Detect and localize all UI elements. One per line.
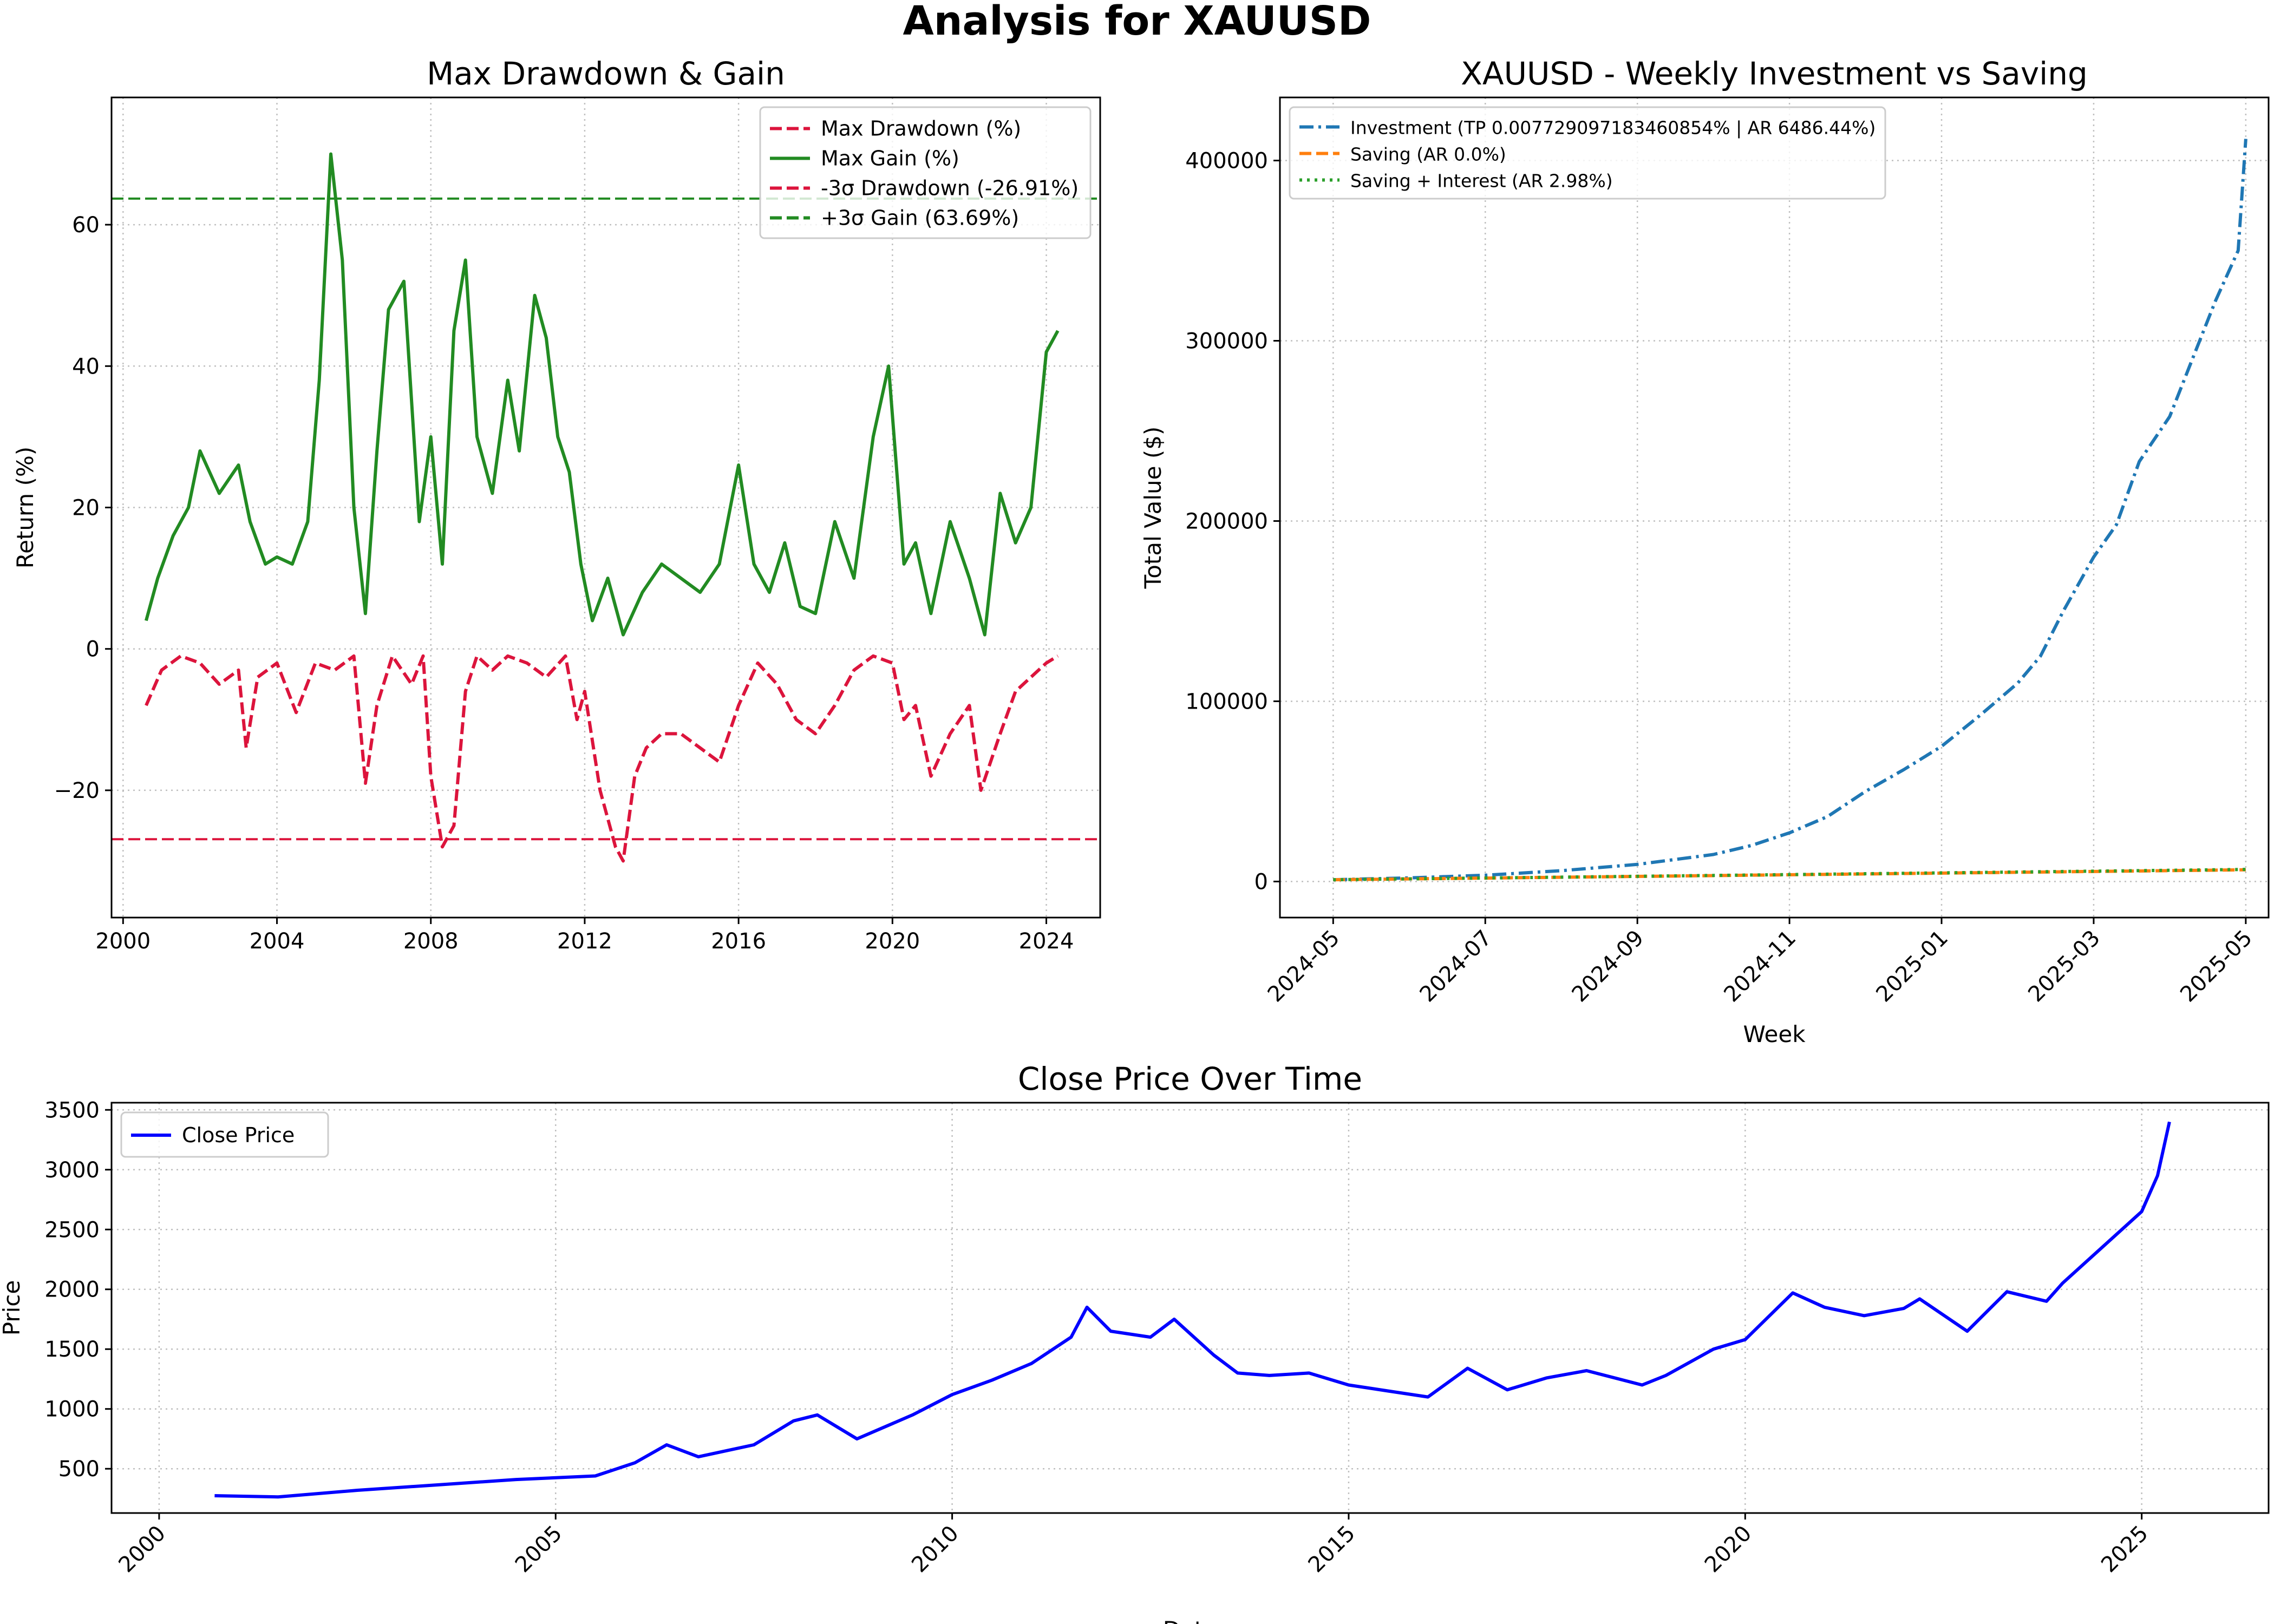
plot-area (1333, 139, 2247, 882)
chart-title: Close Price Over Time (1018, 1060, 1362, 1097)
legend: Investment (TP 0.007729097183460854% | A… (1289, 106, 1886, 200)
legend-label: Investment (TP 0.007729097183460854% | A… (1350, 117, 1876, 139)
legend-label: Max Gain (%) (821, 147, 959, 171)
legend-label: Close Price (182, 1123, 295, 1147)
legend-label: Max Drawdown (%) (821, 117, 1021, 141)
x-tick-label: 2016 (711, 929, 766, 954)
y-axis-label: Total Value ($) (1140, 427, 1166, 590)
x-axis-label: Week (1743, 1021, 1806, 1047)
panel-price: 2000 2005 2010 2015 2020 2025 500 1000 1500 2000 2… (0, 1060, 2270, 1624)
legend-box (120, 1111, 329, 1158)
y-tick-label: 3000 (44, 1158, 100, 1183)
y-tick-label: −20 (54, 778, 100, 803)
legend-box (759, 106, 1092, 239)
figure-suptitle: Analysis for XAUUSD (903, 0, 1371, 44)
y-tick-label: 1500 (44, 1337, 100, 1362)
x-tick-label: 2020 (865, 929, 920, 954)
axes-frame (1279, 96, 2270, 919)
y-axis-label: Price (0, 1280, 25, 1335)
legend-label: +3σ Gain (63.69%) (821, 206, 1019, 230)
x-tick-label: 2025-01 (1871, 926, 1953, 1007)
y-tick-label: 100000 (1185, 689, 1268, 714)
axes-frame (110, 1102, 2270, 1514)
x-tick-label: 2025 (2096, 1521, 2153, 1578)
legend-label: -3σ Drawdown (-26.91%) (821, 176, 1079, 200)
series-line-0-0 (145, 654, 1059, 863)
x-tick-label: 2024-11 (1719, 926, 1801, 1007)
series-line-1-2 (1333, 868, 2246, 882)
legend-box (1289, 106, 1886, 200)
x-tick-label: 2010 (907, 1521, 964, 1578)
x-tick-label: 2024-09 (1567, 926, 1649, 1007)
series-line-1-0 (1333, 139, 2247, 882)
x-tick-label: 2005 (511, 1521, 567, 1578)
panel-drawdown: 2000 2004 2008 2012 2016 2020 2024 −20 0 20 40 60 Ma… (12, 55, 1101, 954)
y-tick-label: 1000 (44, 1397, 100, 1422)
x-tick-label: 2000 (95, 929, 151, 954)
legend-label: Saving + Interest (AR 2.98%) (1350, 171, 1613, 192)
chart-title: XAUUSD - Weekly Investment vs Saving (1461, 55, 2088, 92)
x-tick-label: 2025-03 (2023, 926, 2105, 1007)
x-tick-label: 2008 (403, 929, 459, 954)
x-tick-label: 2025-05 (2175, 926, 2257, 1007)
legend: Close Price (120, 1111, 329, 1158)
y-tick-label: 20 (72, 496, 100, 521)
chart-title: Max Drawdown & Gain (427, 55, 785, 92)
y-axis-label: Return (%) (12, 447, 38, 568)
legend-label: Saving (AR 0.0%) (1350, 144, 1506, 165)
x-tick-label: 2024-05 (1263, 926, 1345, 1007)
plot-area (214, 1121, 2171, 1499)
series-line-0-1 (145, 152, 1060, 637)
x-tick-label: 2020 (1700, 1521, 1757, 1578)
y-tick-label: 2500 (44, 1217, 100, 1242)
y-tick-label: 0 (86, 637, 100, 662)
y-tick-label: 0 (1254, 869, 1268, 894)
x-tick-label: 2000 (114, 1521, 171, 1578)
x-tick-label: 2024 (1019, 929, 1074, 954)
series-line-2-0 (214, 1121, 2171, 1499)
y-tick-label: 400000 (1185, 149, 1268, 174)
panel-investment: 2024-05 2024-07 2024-09 2024-11 2025-01 2025-… (1140, 55, 2270, 1047)
x-tick-label: 2024-07 (1415, 926, 1497, 1007)
y-tick-label: 500 (58, 1457, 100, 1482)
legend: Max Drawdown (%) Max Gain (%) -3σ Drawdown… (759, 106, 1092, 239)
x-axis-label: Date (1163, 1616, 1217, 1624)
y-tick-label: 40 (72, 354, 100, 379)
y-tick-label: 60 (72, 213, 100, 238)
y-tick-label: 300000 (1185, 329, 1268, 354)
x-tick-label: 2012 (557, 929, 612, 954)
y-tick-label: 200000 (1185, 509, 1268, 534)
x-tick-label: 2004 (250, 929, 305, 954)
x-tick-label: 2015 (1304, 1521, 1361, 1578)
y-tick-label: 3500 (44, 1098, 100, 1123)
y-tick-label: 2000 (44, 1278, 100, 1302)
